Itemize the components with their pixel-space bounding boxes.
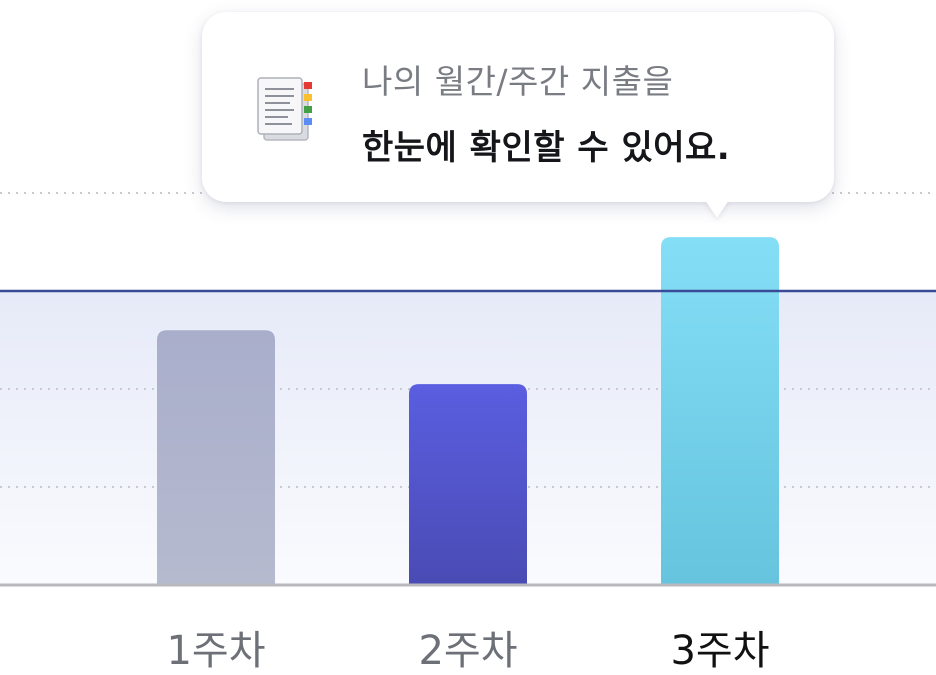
x-tick-label-week-3: 3주차 — [670, 628, 770, 674]
x-tick-label-week-2: 2주차 — [418, 628, 518, 674]
tooltip-line-2: 한눈에 확인할 수 있어요. — [362, 128, 731, 168]
bar-week-3 — [661, 237, 779, 585]
tooltip-line-1: 나의 월간/주간 지출을 — [362, 62, 674, 101]
x-tick-label-week-1: 1주차 — [166, 628, 266, 674]
bar-week-2 — [409, 384, 527, 585]
bar-week-1 — [157, 330, 275, 585]
tooltip-pointer — [705, 200, 729, 218]
chart-tooltip: 나의 월간/주간 지출을 한눈에 확인할 수 있어요. — [202, 12, 834, 202]
document-list-icon — [257, 77, 312, 141]
